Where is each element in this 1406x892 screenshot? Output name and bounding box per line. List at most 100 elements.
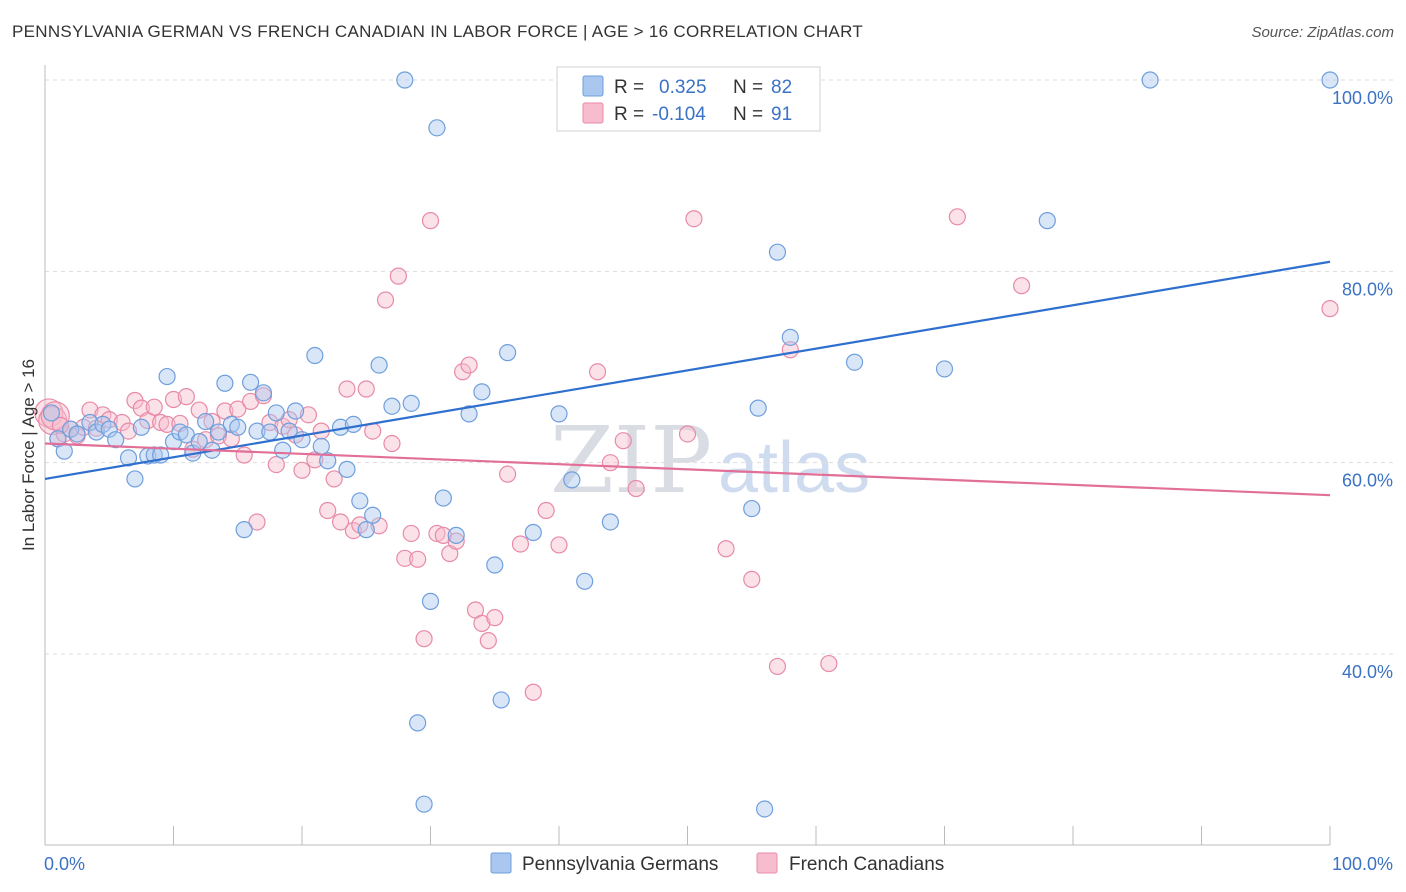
pink-point-79	[678, 425, 697, 443]
series-legend-swatch-blue	[490, 852, 512, 874]
blue-point-28	[235, 521, 253, 539]
pink-point-85	[820, 654, 838, 673]
blue-point-29	[242, 373, 260, 391]
y-tick-labels: 40.0% 60.0% 80.0% 100.0%	[1332, 88, 1393, 682]
blue-point-51	[409, 714, 427, 732]
blue-point-33	[267, 404, 285, 422]
watermark-zip: ZIP	[550, 407, 712, 514]
pink-point-69	[486, 609, 504, 627]
blue-point-40	[319, 452, 337, 470]
blue-point-34	[274, 441, 292, 459]
blue-point-22	[197, 412, 215, 431]
blue-point-46	[364, 506, 382, 524]
blue-point-57	[460, 405, 478, 423]
blue-point-58	[473, 383, 491, 401]
blue-point-25	[216, 374, 234, 392]
pink-point-25	[203, 412, 221, 431]
y-tick-label-2: 80.0%	[1342, 279, 1393, 299]
blue-point-74	[781, 328, 799, 346]
pink-point-46	[338, 380, 356, 398]
pink-point-81	[717, 540, 735, 558]
blue-point-9	[107, 431, 125, 449]
legend-swatch-blue	[582, 75, 604, 97]
pink-point-82	[743, 570, 761, 588]
pink-point-18	[158, 415, 176, 433]
legend-r-value-blue: 0.325	[659, 77, 707, 98]
blue-point-11	[126, 470, 144, 488]
chart-title: PENNSYLVANIA GERMAN VS FRENCH CANADIAN I…	[12, 22, 864, 41]
y-tick-label-0: 40.0%	[1342, 662, 1393, 682]
blue-point-8	[100, 420, 118, 438]
pink-point-88	[1321, 300, 1339, 318]
blue-point-47	[370, 356, 388, 374]
blue-point-32	[261, 423, 279, 441]
pink-point-26	[209, 427, 228, 445]
legend-swatch-pink	[582, 102, 604, 124]
pink-point-32	[248, 513, 266, 531]
blue-point-61	[499, 344, 517, 362]
blue-point-71	[743, 499, 761, 518]
blue-point-30	[248, 422, 266, 440]
series-legend: Pennsylvania Germans French Canadians	[490, 852, 944, 875]
pink-point-65	[460, 356, 478, 374]
blue-point-55	[434, 489, 452, 507]
watermark: ZIP atlas	[550, 407, 870, 514]
blue-point-24	[209, 423, 228, 441]
y-tick-label-3: 100.0%	[1332, 88, 1393, 108]
pink-point-24	[197, 431, 215, 449]
blue-point-27	[229, 418, 247, 436]
legend-n-label-pink: N =	[733, 104, 763, 125]
blue-point-54	[428, 119, 446, 137]
pink-point-86	[948, 208, 966, 226]
pink-point-89	[40, 401, 70, 431]
blue-point-44	[351, 492, 369, 510]
y-axis-title: In Labor Force | Age > 16	[19, 359, 38, 551]
pink-point-76	[601, 454, 620, 472]
pink-point-59	[421, 212, 440, 230]
pink-point-63	[447, 532, 465, 550]
blue-point-76	[935, 360, 954, 378]
legend-n-value-pink: 91	[771, 104, 792, 125]
pink-point-68	[479, 632, 497, 650]
blue-point-78	[1141, 71, 1159, 89]
pink-point-29	[229, 400, 247, 418]
legend-r-value-pink: -0.104	[652, 104, 706, 125]
pink-point-19	[164, 390, 183, 409]
blue-point-79	[1321, 71, 1339, 89]
blue-point-2	[55, 442, 73, 460]
blue-point-42	[338, 460, 356, 478]
pink-point-73	[537, 501, 555, 520]
pink-point-30	[235, 446, 253, 464]
blue-point-62	[524, 523, 542, 542]
y-tick-label-1: 60.0%	[1342, 471, 1393, 491]
blue-point-39	[312, 437, 330, 456]
blue-point-53	[421, 592, 440, 610]
pink-point-70	[499, 465, 517, 483]
pink-point-83	[768, 657, 787, 676]
blue-point-35	[280, 422, 298, 440]
blue-point-72	[749, 399, 767, 417]
blue-point-45	[357, 521, 375, 539]
chart-source: Source: ZipAtlas.com	[1251, 24, 1394, 41]
pink-point-54	[389, 267, 407, 285]
pink-point-44	[325, 470, 343, 488]
blue-point-0	[42, 404, 61, 422]
blue-point-12	[132, 418, 150, 436]
blue-point-5	[81, 413, 99, 432]
pink-point-51	[370, 517, 388, 535]
pink-point-72	[524, 683, 542, 701]
blue-point-60	[492, 691, 510, 709]
blue-point-63	[550, 405, 568, 423]
x-tick-label-min: 0.0%	[44, 854, 85, 874]
pink-point-7	[81, 401, 99, 419]
legend: R = 0.325 N = 82 R = -0.104 N = 91	[556, 66, 821, 132]
blue-point-66	[601, 513, 620, 531]
pink-point-52	[376, 291, 395, 309]
blue-point-65	[576, 572, 594, 590]
blue-point-16	[158, 367, 176, 386]
pink-point-77	[614, 432, 632, 450]
pink-point-80	[685, 210, 703, 228]
pink-point-40	[299, 406, 318, 424]
pink-point-75	[588, 363, 607, 381]
